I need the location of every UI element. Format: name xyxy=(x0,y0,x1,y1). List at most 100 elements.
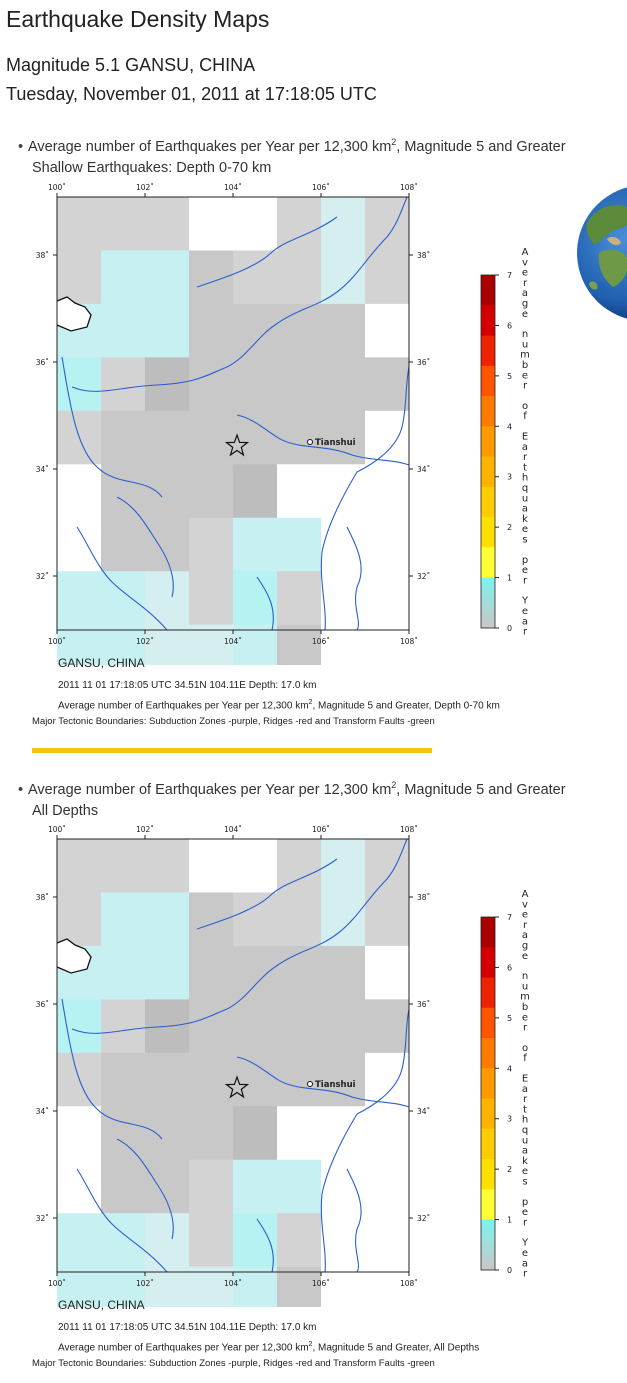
density-cell xyxy=(321,410,366,465)
density-cell xyxy=(233,892,278,947)
legend-title-char: e xyxy=(522,370,528,381)
legend-swatch xyxy=(481,355,495,367)
legend-title-char: m xyxy=(520,992,530,1003)
density-cell xyxy=(101,892,146,947)
legend-title-char: r xyxy=(523,278,528,289)
density-cell xyxy=(321,250,366,305)
density-cell xyxy=(321,303,366,358)
legend-swatch xyxy=(481,1017,495,1029)
density-cell xyxy=(321,1266,366,1307)
legend-swatch xyxy=(481,1007,495,1019)
city-label: Tianshui xyxy=(315,438,356,448)
legend-swatch xyxy=(481,275,495,286)
legend-title-char: a xyxy=(522,616,528,627)
legend-tick-label: 7 xyxy=(507,913,512,922)
legend-swatch xyxy=(481,622,495,629)
legend-frame xyxy=(480,916,496,1271)
density-map-all: 100˚ 100˚ 102˚ 102˚ 104˚ 104˚ 106˚ 106˚ 108˚ 108˚… xyxy=(0,817,627,1377)
legend-swatch xyxy=(481,345,495,357)
density-cell xyxy=(277,464,322,519)
river xyxy=(236,1056,410,1108)
legend-title-char: m xyxy=(520,350,530,361)
density-cell xyxy=(189,999,234,1054)
density-cell xyxy=(189,1213,234,1268)
density-cell xyxy=(365,197,410,251)
event-title: Magnitude 5.1 GANSU, CHINA xyxy=(6,55,256,75)
lon-tick-label-top: 106˚ xyxy=(312,825,330,834)
density-cell xyxy=(365,517,410,572)
section-divider xyxy=(32,748,432,753)
density-cell xyxy=(277,999,322,1054)
legend-swatch xyxy=(481,496,495,508)
legend-swatch xyxy=(481,365,495,377)
legend-swatch xyxy=(481,1148,495,1160)
river xyxy=(71,838,408,1034)
legend-title-char: E xyxy=(522,432,528,443)
density-cell xyxy=(145,197,190,251)
density-cell xyxy=(321,464,366,519)
legend-title-char: p xyxy=(522,555,528,566)
density-cell xyxy=(145,571,190,626)
legend-tick-label: 6 xyxy=(507,963,512,972)
density-cell xyxy=(189,464,234,519)
density-cell xyxy=(145,1213,190,1268)
density-cell xyxy=(189,303,234,358)
legend-title-char: a xyxy=(522,504,528,515)
density-cell xyxy=(57,197,102,251)
legend-title-char: k xyxy=(522,514,528,525)
legend-title-char: s xyxy=(522,535,527,546)
river xyxy=(61,356,163,498)
section-heading-shallow: • Average number of Earthquakes per Year … xyxy=(18,137,566,155)
epicenter-star xyxy=(224,1075,250,1099)
density-cell xyxy=(145,1106,190,1161)
density-cell xyxy=(189,250,234,305)
density-cell xyxy=(57,571,102,626)
legend-swatch xyxy=(481,1179,495,1190)
lon-tick-label-top: 102˚ xyxy=(136,183,154,192)
legend-title-char: e xyxy=(522,268,528,279)
globe-thumbnail[interactable] xyxy=(577,183,627,323)
lat-tick-label-left: 32˚ xyxy=(36,1214,49,1223)
density-cell xyxy=(365,945,410,1000)
density-cell xyxy=(321,571,366,626)
legend-tick-label: 6 xyxy=(507,321,512,330)
legend-title-char: e xyxy=(522,309,528,320)
legend-tick-label: 2 xyxy=(507,523,512,532)
density-cell xyxy=(101,357,146,412)
river xyxy=(116,1138,174,1240)
density-cell xyxy=(145,410,190,465)
density-cell xyxy=(101,1106,146,1161)
lat-tick-label-left: 34˚ xyxy=(36,465,49,474)
density-cell xyxy=(277,1213,322,1268)
legend-swatch xyxy=(481,557,495,568)
density-cell xyxy=(189,357,234,412)
legend-title-char: A xyxy=(522,889,529,900)
legend-title-char: r xyxy=(523,381,528,392)
density-cell xyxy=(145,517,190,572)
density-cell xyxy=(101,303,146,358)
legend-swatch xyxy=(481,1068,495,1079)
legend-swatch xyxy=(481,446,495,458)
density-cell xyxy=(101,1052,146,1107)
legend-title-char: v xyxy=(522,899,528,910)
density-cell xyxy=(101,410,146,465)
legend-title-char: q xyxy=(522,1125,528,1136)
density-cell xyxy=(57,624,102,665)
lon-tick-label-bottom: 106˚ xyxy=(312,1279,330,1288)
legend-title-char: u xyxy=(522,339,528,350)
legend-swatch xyxy=(481,1224,495,1231)
density-cell xyxy=(233,1159,278,1214)
density-cell xyxy=(233,410,278,465)
density-cell xyxy=(57,357,102,412)
section-subheading-all: All Depths xyxy=(32,803,99,819)
density-cell xyxy=(233,1052,278,1107)
density-cell xyxy=(277,250,322,305)
density-cell xyxy=(233,197,278,251)
density-cell xyxy=(233,945,278,1000)
density-cell xyxy=(101,250,146,305)
legend-title-char: f xyxy=(523,1053,527,1064)
density-cell xyxy=(277,197,322,251)
legend-swatch xyxy=(481,602,495,609)
lat-tick-label-left: 38˚ xyxy=(36,893,49,902)
legend-swatch xyxy=(481,295,495,306)
